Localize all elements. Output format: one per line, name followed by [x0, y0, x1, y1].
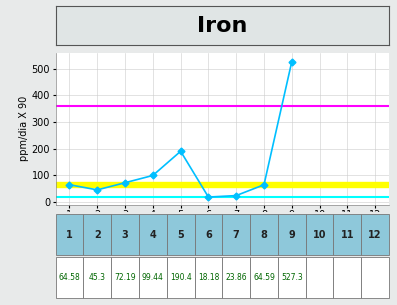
- Bar: [250, 214, 278, 255]
- Text: 99.44: 99.44: [142, 273, 164, 282]
- Text: 190.4: 190.4: [170, 273, 191, 282]
- Bar: [167, 257, 195, 298]
- Text: 9: 9: [288, 230, 295, 239]
- Text: 45.3: 45.3: [89, 273, 106, 282]
- Text: Iron: Iron: [197, 16, 247, 36]
- Text: 10: 10: [313, 230, 326, 239]
- Text: 5: 5: [177, 230, 184, 239]
- Text: 6: 6: [205, 230, 212, 239]
- Bar: [222, 214, 250, 255]
- Bar: [56, 257, 83, 298]
- Y-axis label: ppm/dia X 90: ppm/dia X 90: [19, 96, 29, 161]
- Bar: [167, 214, 195, 255]
- Bar: [195, 214, 222, 255]
- Bar: [306, 214, 333, 255]
- Text: 3: 3: [121, 230, 129, 239]
- Bar: [111, 257, 139, 298]
- Text: 72.19: 72.19: [114, 273, 136, 282]
- Bar: [56, 182, 389, 187]
- Text: 64.58: 64.58: [59, 273, 80, 282]
- Bar: [83, 214, 111, 255]
- Text: 8: 8: [260, 230, 268, 239]
- Text: 527.3: 527.3: [281, 273, 303, 282]
- Bar: [250, 257, 278, 298]
- Bar: [278, 257, 306, 298]
- Bar: [333, 214, 361, 255]
- Bar: [56, 214, 83, 255]
- Bar: [306, 257, 333, 298]
- Bar: [333, 257, 361, 298]
- Text: 12: 12: [368, 230, 382, 239]
- Bar: [195, 257, 222, 298]
- Bar: [139, 257, 167, 298]
- Bar: [83, 257, 111, 298]
- Text: 23.86: 23.86: [225, 273, 247, 282]
- Bar: [139, 214, 167, 255]
- Bar: [111, 214, 139, 255]
- Text: 18.18: 18.18: [198, 273, 219, 282]
- Text: 64.59: 64.59: [253, 273, 275, 282]
- Bar: [361, 257, 389, 298]
- Text: 4: 4: [149, 230, 156, 239]
- Text: 2: 2: [94, 230, 101, 239]
- Text: 7: 7: [233, 230, 240, 239]
- Bar: [278, 214, 306, 255]
- Bar: [361, 214, 389, 255]
- Text: 1: 1: [66, 230, 73, 239]
- Text: 11: 11: [341, 230, 354, 239]
- Bar: [222, 257, 250, 298]
